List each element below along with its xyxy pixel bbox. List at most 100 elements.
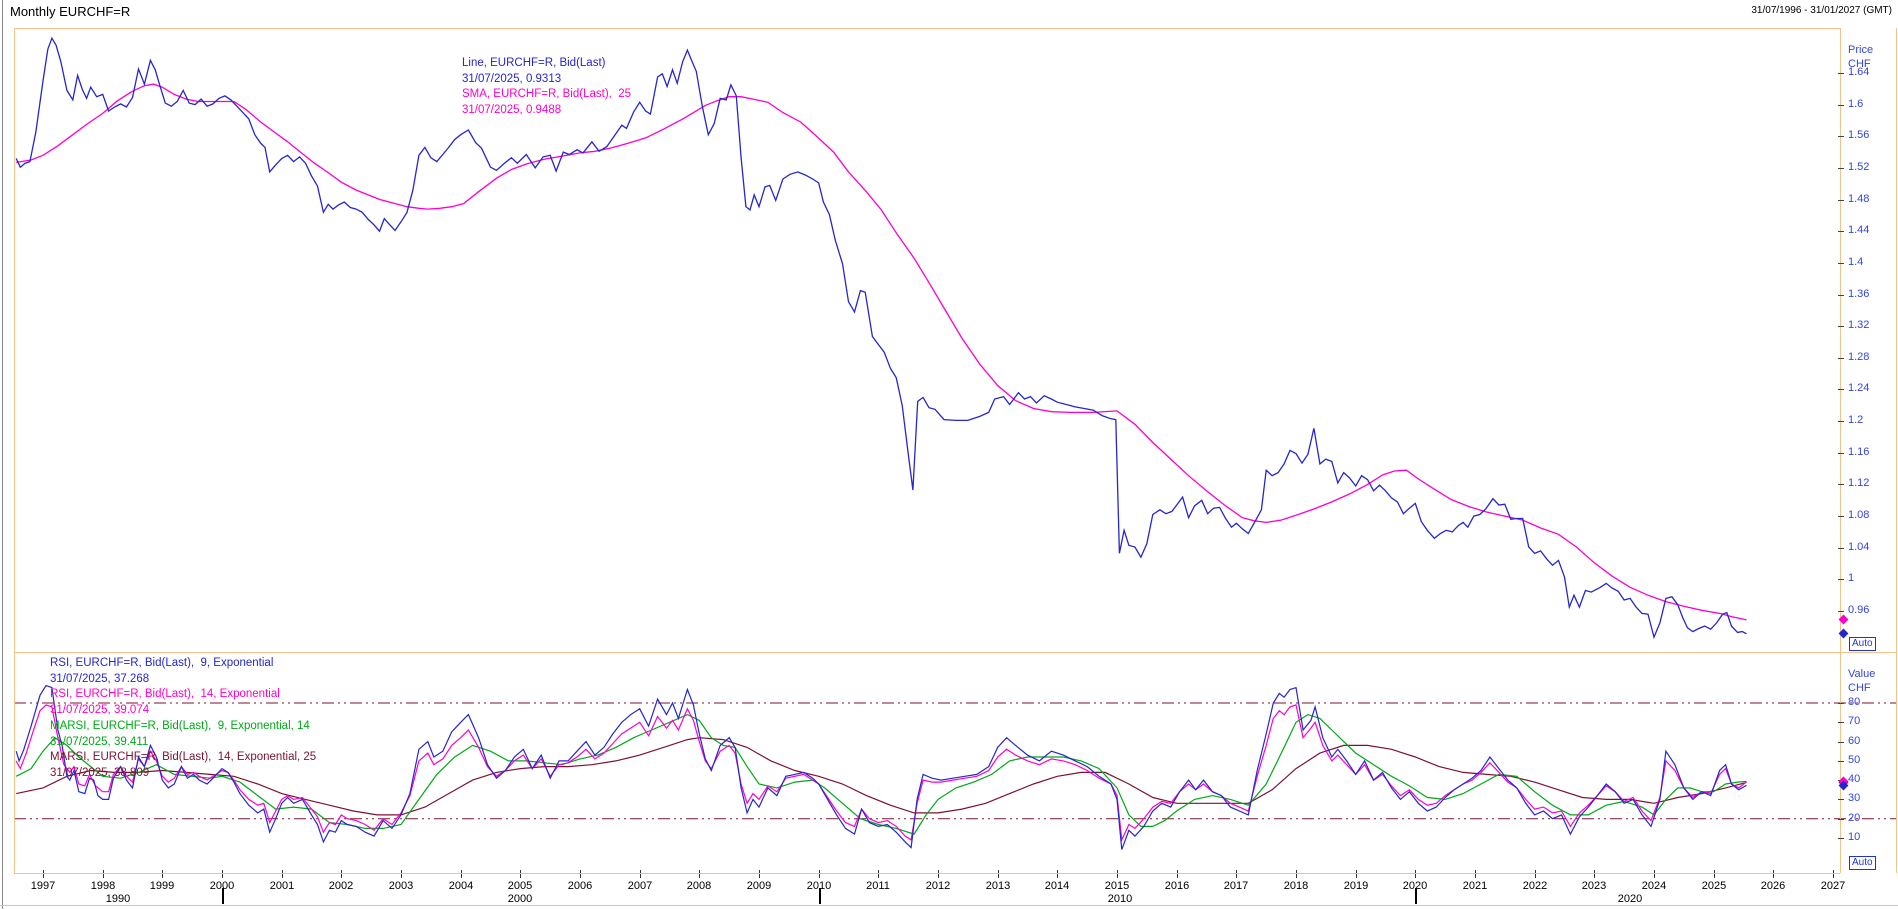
price-axis-tick-label: 1.48 [1848,193,1870,205]
year-label: 2013 [985,880,1011,892]
value-axis[interactable]: Value CHF [1840,652,1898,873]
year-tick [341,870,342,878]
value-axis-tick [1838,819,1844,820]
decade-label: 2010 [1107,893,1133,905]
year-label: 2025 [1701,880,1727,892]
year-tick [1654,870,1655,878]
year-tick [1475,870,1476,878]
price-axis-tick [1838,453,1844,454]
price-axis-header-line1: Price [1848,44,1874,56]
year-label: 2006 [567,880,593,892]
price-axis-tick-label: 1.04 [1848,541,1870,553]
marsi14-line[interactable] [16,737,1747,816]
year-tick [878,870,879,878]
price-axis-tick [1838,579,1844,580]
price-axis-tick-label: 1.36 [1848,288,1870,300]
year-tick [1117,870,1118,878]
year-label: 2015 [1104,880,1130,892]
price-axis-tick [1838,73,1844,74]
year-tick [1714,870,1715,878]
panel-frame-vline [1840,28,1841,873]
year-label: 2019 [1343,880,1369,892]
year-label: 2001 [269,880,295,892]
price-axis-tick [1838,263,1844,264]
marsi9-line[interactable] [15,713,1747,835]
value-axis-header-line2: CHF [1848,682,1871,694]
main-chart-plot[interactable] [14,28,1896,652]
year-label: 1999 [149,880,175,892]
price-axis-tick-label: 1 [1848,572,1855,584]
value-axis-tick-label: 10 [1848,831,1861,843]
year-label: 2003 [388,880,414,892]
rsi14-line[interactable] [15,704,1747,843]
price-axis-tick-label: 1.08 [1848,509,1870,521]
price-axis-tick-label: 1.16 [1848,446,1870,458]
panel-frame-hline [14,28,1840,29]
main-legend-label-1: SMA, EURCHF=R, Bid(Last), 25 [462,88,632,101]
year-tick [282,870,283,878]
window-left-border [2,0,3,909]
year-tick [759,870,760,878]
year-tick [103,870,104,878]
price-line[interactable] [15,36,1747,640]
price-axis[interactable]: Price CHF [1840,28,1898,652]
year-label: 1997 [30,880,56,892]
decade-tick [222,888,224,904]
rsi-legend-value-3: 31/07/2025, 38.809 [50,766,150,779]
price-axis-tick [1838,516,1844,517]
price-axis-tick-label: 1.24 [1848,382,1870,394]
year-tick [162,870,163,878]
year-label: 2005 [507,880,533,892]
year-tick [1415,870,1416,878]
decade-tick [1415,888,1417,904]
page-title: Monthly EURCHF=R [10,4,131,19]
panel-frame-vline [1896,28,1897,873]
time-axis[interactable]: 1997 1998 1999 2000 2001 2002 2003 2004 2005 2006… [0,870,1898,909]
price-axis-tick [1838,168,1844,169]
year-tick [699,870,700,878]
price-axis-header-line2: CHF [1848,58,1871,70]
price-axis-tick [1838,200,1844,201]
year-label: 2012 [925,880,951,892]
rsi9-line[interactable] [15,684,1747,850]
price-axis-tick-label: 1.2 [1848,414,1864,426]
price-axis-tick [1838,326,1844,327]
price-axis-tick [1838,231,1844,232]
year-label: 2004 [448,880,474,892]
year-label: 1998 [90,880,116,892]
rsi-chart-plot[interactable] [14,652,1896,873]
decade-label: 2020 [1617,893,1643,905]
sma-line[interactable] [16,83,1747,621]
rsi-legend-value-0: 31/07/2025, 37.268 [50,672,150,685]
price-axis-tick-label: 1.4 [1848,256,1864,268]
year-label: 2018 [1283,880,1309,892]
year-tick [1236,870,1237,878]
price-axis-tick [1838,421,1844,422]
decade-label: 2000 [507,893,533,905]
panel-frame-hline [14,873,1840,874]
year-tick [819,870,820,878]
price-axis-tick [1838,136,1844,137]
panel-frame-vline [14,28,15,873]
year-tick [520,870,521,878]
price-axis-tick-label: 1.32 [1848,319,1870,331]
rsi-legend-label-1: RSI, EURCHF=R, Bid(Last), 14, Exponentia… [50,688,280,701]
year-tick [938,870,939,878]
price-axis-tick-label: 1.64 [1848,66,1870,78]
value-axis-tick-label: 40 [1848,773,1861,785]
price-axis-auto-button[interactable]: Auto [1849,637,1876,651]
year-tick [1833,870,1834,878]
value-axis-auto-button[interactable]: Auto [1849,856,1876,870]
decade-label: 1990 [105,893,131,905]
value-axis-tick-label: 50 [1848,754,1861,766]
rsi-legend-label-0: RSI, EURCHF=R, Bid(Last), 9, Exponential [50,657,274,669]
year-label: 2024 [1641,880,1667,892]
year-tick [580,870,581,878]
year-tick [1177,870,1178,878]
year-label: 2011 [866,880,890,892]
price-axis-tick-label: 1.56 [1848,129,1870,141]
main-legend-value-1: 31/07/2025, 0.9488 [462,104,562,117]
year-tick [401,870,402,878]
value-axis-tick [1838,761,1844,762]
main-legend-label-0: Line, EURCHF=R, Bid(Last) [462,57,606,69]
